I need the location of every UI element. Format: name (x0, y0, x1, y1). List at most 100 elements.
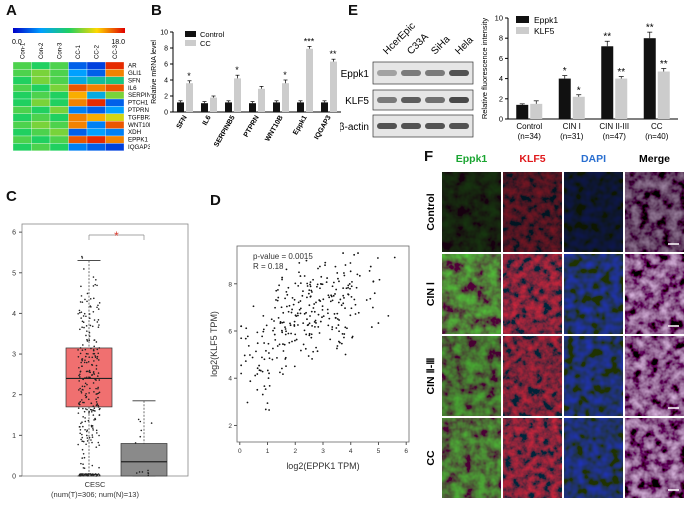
d-point (256, 373, 259, 375)
d-point (314, 319, 317, 322)
micro-tile-signal (503, 172, 562, 252)
heatmap-cell (105, 113, 125, 122)
c-point (83, 326, 85, 329)
b-y-tick-label: 2 (164, 94, 168, 101)
micro-tile-signal (625, 418, 684, 498)
c-point (141, 471, 144, 473)
d-point (275, 299, 277, 301)
c-point (80, 390, 82, 393)
c-point (89, 298, 92, 300)
c-point (79, 429, 82, 431)
e-category-n: (n=47) (603, 132, 627, 141)
e-y-tick-label: 6 (499, 54, 503, 63)
d-point (305, 333, 308, 336)
c-point (97, 319, 100, 321)
micro-column-label: Merge (639, 153, 670, 165)
c-point (85, 376, 88, 379)
heatmap-cell (68, 69, 88, 77)
c-point (79, 352, 82, 355)
d-point (280, 367, 283, 370)
d-point (353, 298, 356, 301)
c-subtitle: (num(T)=306; num(N)=13) (51, 490, 139, 499)
c-point (82, 474, 85, 477)
c-point (81, 349, 84, 351)
c-point (97, 392, 100, 395)
c-y-tick-label: 5 (12, 270, 16, 277)
c-point (78, 374, 80, 377)
heatmap-column-label: Con-2 (39, 42, 45, 59)
d-point (355, 286, 358, 289)
d-point (344, 307, 346, 310)
c-point (93, 339, 96, 341)
heatmap-cell (86, 61, 106, 70)
d-point (261, 356, 263, 359)
c-y-tick-label: 2 (12, 392, 16, 399)
d-point (316, 350, 319, 353)
d-point (321, 308, 324, 311)
c-point (89, 473, 92, 475)
b-category-label: PTPRN (243, 115, 261, 139)
heatmap-cell (68, 84, 88, 92)
c-plot-frame (21, 223, 189, 477)
d-point (285, 305, 288, 308)
c-point (90, 402, 93, 404)
e-legend-swatch (516, 27, 529, 34)
c-point (95, 368, 98, 370)
heatmap-cell (12, 121, 32, 129)
c-point (80, 438, 82, 441)
d-point (313, 303, 316, 305)
c-point (98, 379, 101, 381)
panel-label-f: F (424, 148, 434, 165)
heatmap-cell (105, 61, 125, 70)
c-point (93, 391, 95, 393)
c-point (84, 377, 86, 379)
d-point (276, 356, 278, 359)
d-point (316, 285, 318, 288)
c-point (82, 378, 84, 381)
d-point (351, 280, 353, 283)
b-y-tick-label: 0 (164, 110, 168, 117)
c-point (83, 268, 85, 270)
c-point (95, 387, 97, 390)
c-point (97, 387, 99, 390)
micro-tile-signal (442, 254, 501, 334)
micro-column-label: Eppk1 (456, 153, 488, 165)
heatmap-cell (68, 98, 88, 107)
heatmap-cell (86, 98, 106, 107)
d-point (256, 331, 259, 334)
b-category-label: SERPINB5 (213, 114, 237, 148)
c-point (93, 407, 96, 410)
d-point (371, 306, 374, 309)
d-point (308, 289, 311, 292)
c-point (86, 338, 88, 341)
heatmap-cell (12, 61, 32, 70)
c-point (88, 339, 91, 342)
d-point (348, 283, 351, 285)
d-point (347, 293, 350, 296)
b-bar-control (177, 102, 184, 112)
heatmap-cell (49, 113, 69, 122)
c-point (84, 420, 87, 423)
c-point (86, 292, 89, 295)
c-point (82, 425, 84, 428)
micro-tile-signal (442, 336, 501, 416)
c-point (82, 315, 85, 317)
heatmap-cell (31, 128, 51, 137)
c-point (96, 306, 98, 309)
d-point (336, 318, 339, 320)
d-point (256, 367, 259, 370)
d-point (258, 364, 261, 367)
d-point (343, 297, 345, 299)
c-point (147, 472, 149, 474)
c-point (98, 434, 100, 437)
micro-tile-signal (564, 254, 623, 334)
d-point (319, 287, 321, 290)
d-point (333, 313, 336, 315)
d-point (337, 277, 339, 280)
heatmap-scale-min: 0.0 (12, 39, 22, 46)
d-point (266, 402, 269, 405)
c-point (90, 474, 93, 476)
heatmap-cell (49, 91, 69, 100)
d-point (273, 327, 276, 329)
c-significance: * (114, 229, 119, 243)
